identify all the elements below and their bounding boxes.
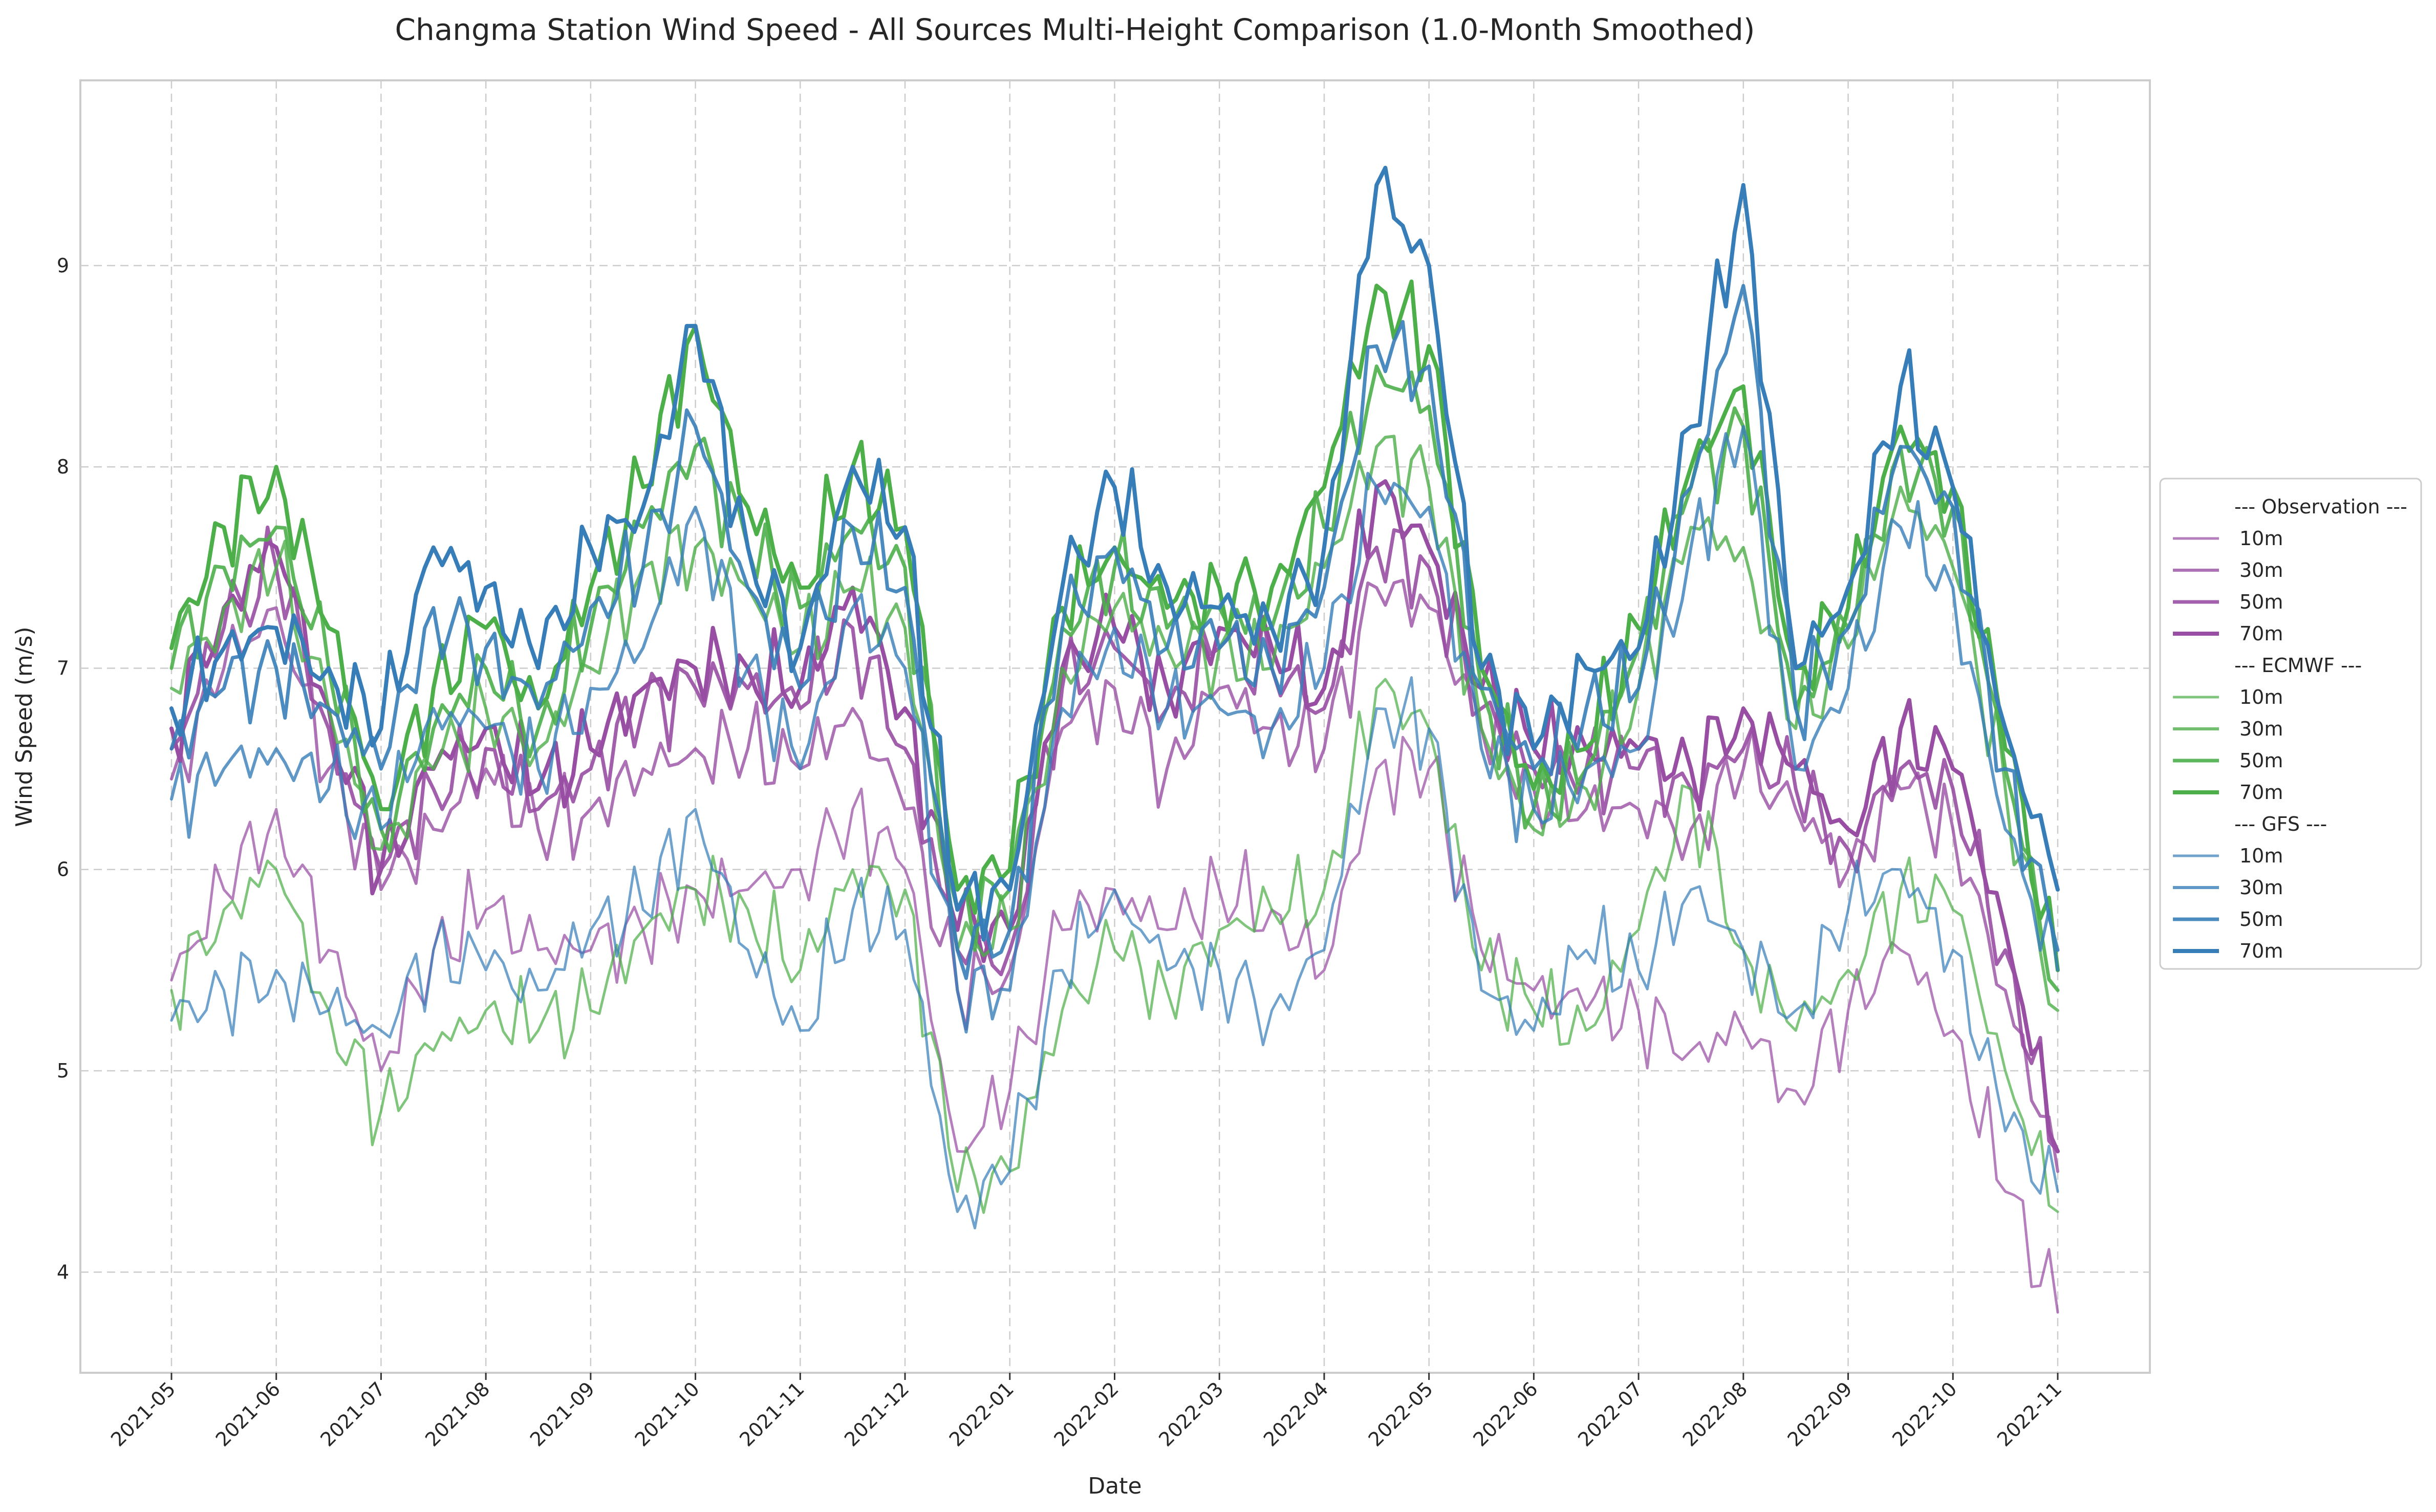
x-tick-label: 2021-10 (631, 1377, 704, 1451)
x-tick-label: 2022-09 (1783, 1377, 1857, 1451)
x-tick-label: 2022-05 (1364, 1377, 1437, 1451)
x-axis-label: Date (1088, 1473, 1141, 1499)
legend-entry-label: 70m (2239, 940, 2283, 962)
legend: --- Observation --- 10m 30m 50m 70m --- ECMWF… (2159, 478, 2422, 970)
series-line-observation-50m (169, 525, 2060, 1153)
series-line-gfs-30m (170, 425, 2059, 1034)
y-axis-label: Wind Speed (m/s) (11, 627, 37, 827)
legend-entry-label: 30m (2239, 559, 2283, 581)
series-line-gfs-10m (170, 676, 2059, 1229)
legend-entry-label: 70m (2239, 622, 2283, 645)
x-tick-label: 2022-07 (1573, 1377, 1647, 1451)
series-line-observation-30m (170, 578, 2059, 1173)
y-tick-label: 7 (57, 657, 69, 679)
legend-frame (2159, 478, 2422, 970)
legend-entry-label: 10m (2239, 686, 2283, 708)
legend-entry-label: 10m (2239, 527, 2283, 550)
legend-entry-label: 50m (2239, 749, 2283, 772)
y-tick-label: 4 (57, 1261, 69, 1283)
y-tick-label: 9 (57, 254, 69, 277)
grid-lines (80, 80, 2150, 1373)
legend-group-header: --- Observation --- (2234, 495, 2407, 518)
x-tick-label: 2021-09 (526, 1377, 599, 1451)
x-tick-label: 2022-08 (1678, 1377, 1752, 1451)
x-tick-label: 2021-12 (840, 1377, 913, 1451)
x-tick-label: 2022-06 (1469, 1377, 1542, 1451)
x-tick-label: 2021-07 (316, 1377, 389, 1451)
x-tick-label: 2022-04 (1259, 1377, 1332, 1451)
x-tick-label: 2022-10 (1888, 1377, 1961, 1451)
y-tick-label: 8 (57, 456, 69, 478)
series-line-gfs-50m (169, 284, 2060, 980)
y-tick-label: 6 (57, 858, 69, 881)
x-tick-label: 2022-01 (945, 1377, 1018, 1451)
x-tick-label: 2022-03 (1154, 1377, 1227, 1451)
legend-entry-label: 50m (2239, 908, 2283, 931)
legend-entry-label: 50m (2239, 591, 2283, 613)
series-line-ecmwf-30m (170, 435, 2059, 1012)
legend-group-header: --- GFS --- (2234, 813, 2327, 835)
plot-series (169, 165, 2060, 1314)
x-tick-label: 2021-11 (735, 1377, 808, 1451)
legend-group-header: --- ECMWF --- (2234, 654, 2362, 677)
x-tick-label: 2021-06 (211, 1377, 285, 1451)
x-axis-ticks: 2021-05 2021-06 2021-07 2021-08 2021-09 2021-… (106, 1373, 2066, 1451)
legend-entry-label: 30m (2239, 876, 2283, 899)
x-tick-label: 2021-05 (106, 1377, 180, 1451)
legend-entry-label: 70m (2239, 781, 2283, 804)
x-tick-label: 2021-08 (421, 1377, 494, 1451)
series-line-gfs-70m (169, 165, 2060, 942)
legend-entry-label: 30m (2239, 718, 2283, 740)
x-tick-label: 2022-11 (1993, 1377, 2066, 1451)
y-axis-ticks: 4 5 6 7 8 9 (57, 254, 69, 1284)
legend-entry-label: 10m (2239, 845, 2283, 867)
chart-title: Changma Station Wind Speed - All Sources… (395, 12, 1755, 47)
y-tick-label: 5 (57, 1060, 69, 1082)
x-tick-label: 2022-02 (1049, 1377, 1123, 1451)
